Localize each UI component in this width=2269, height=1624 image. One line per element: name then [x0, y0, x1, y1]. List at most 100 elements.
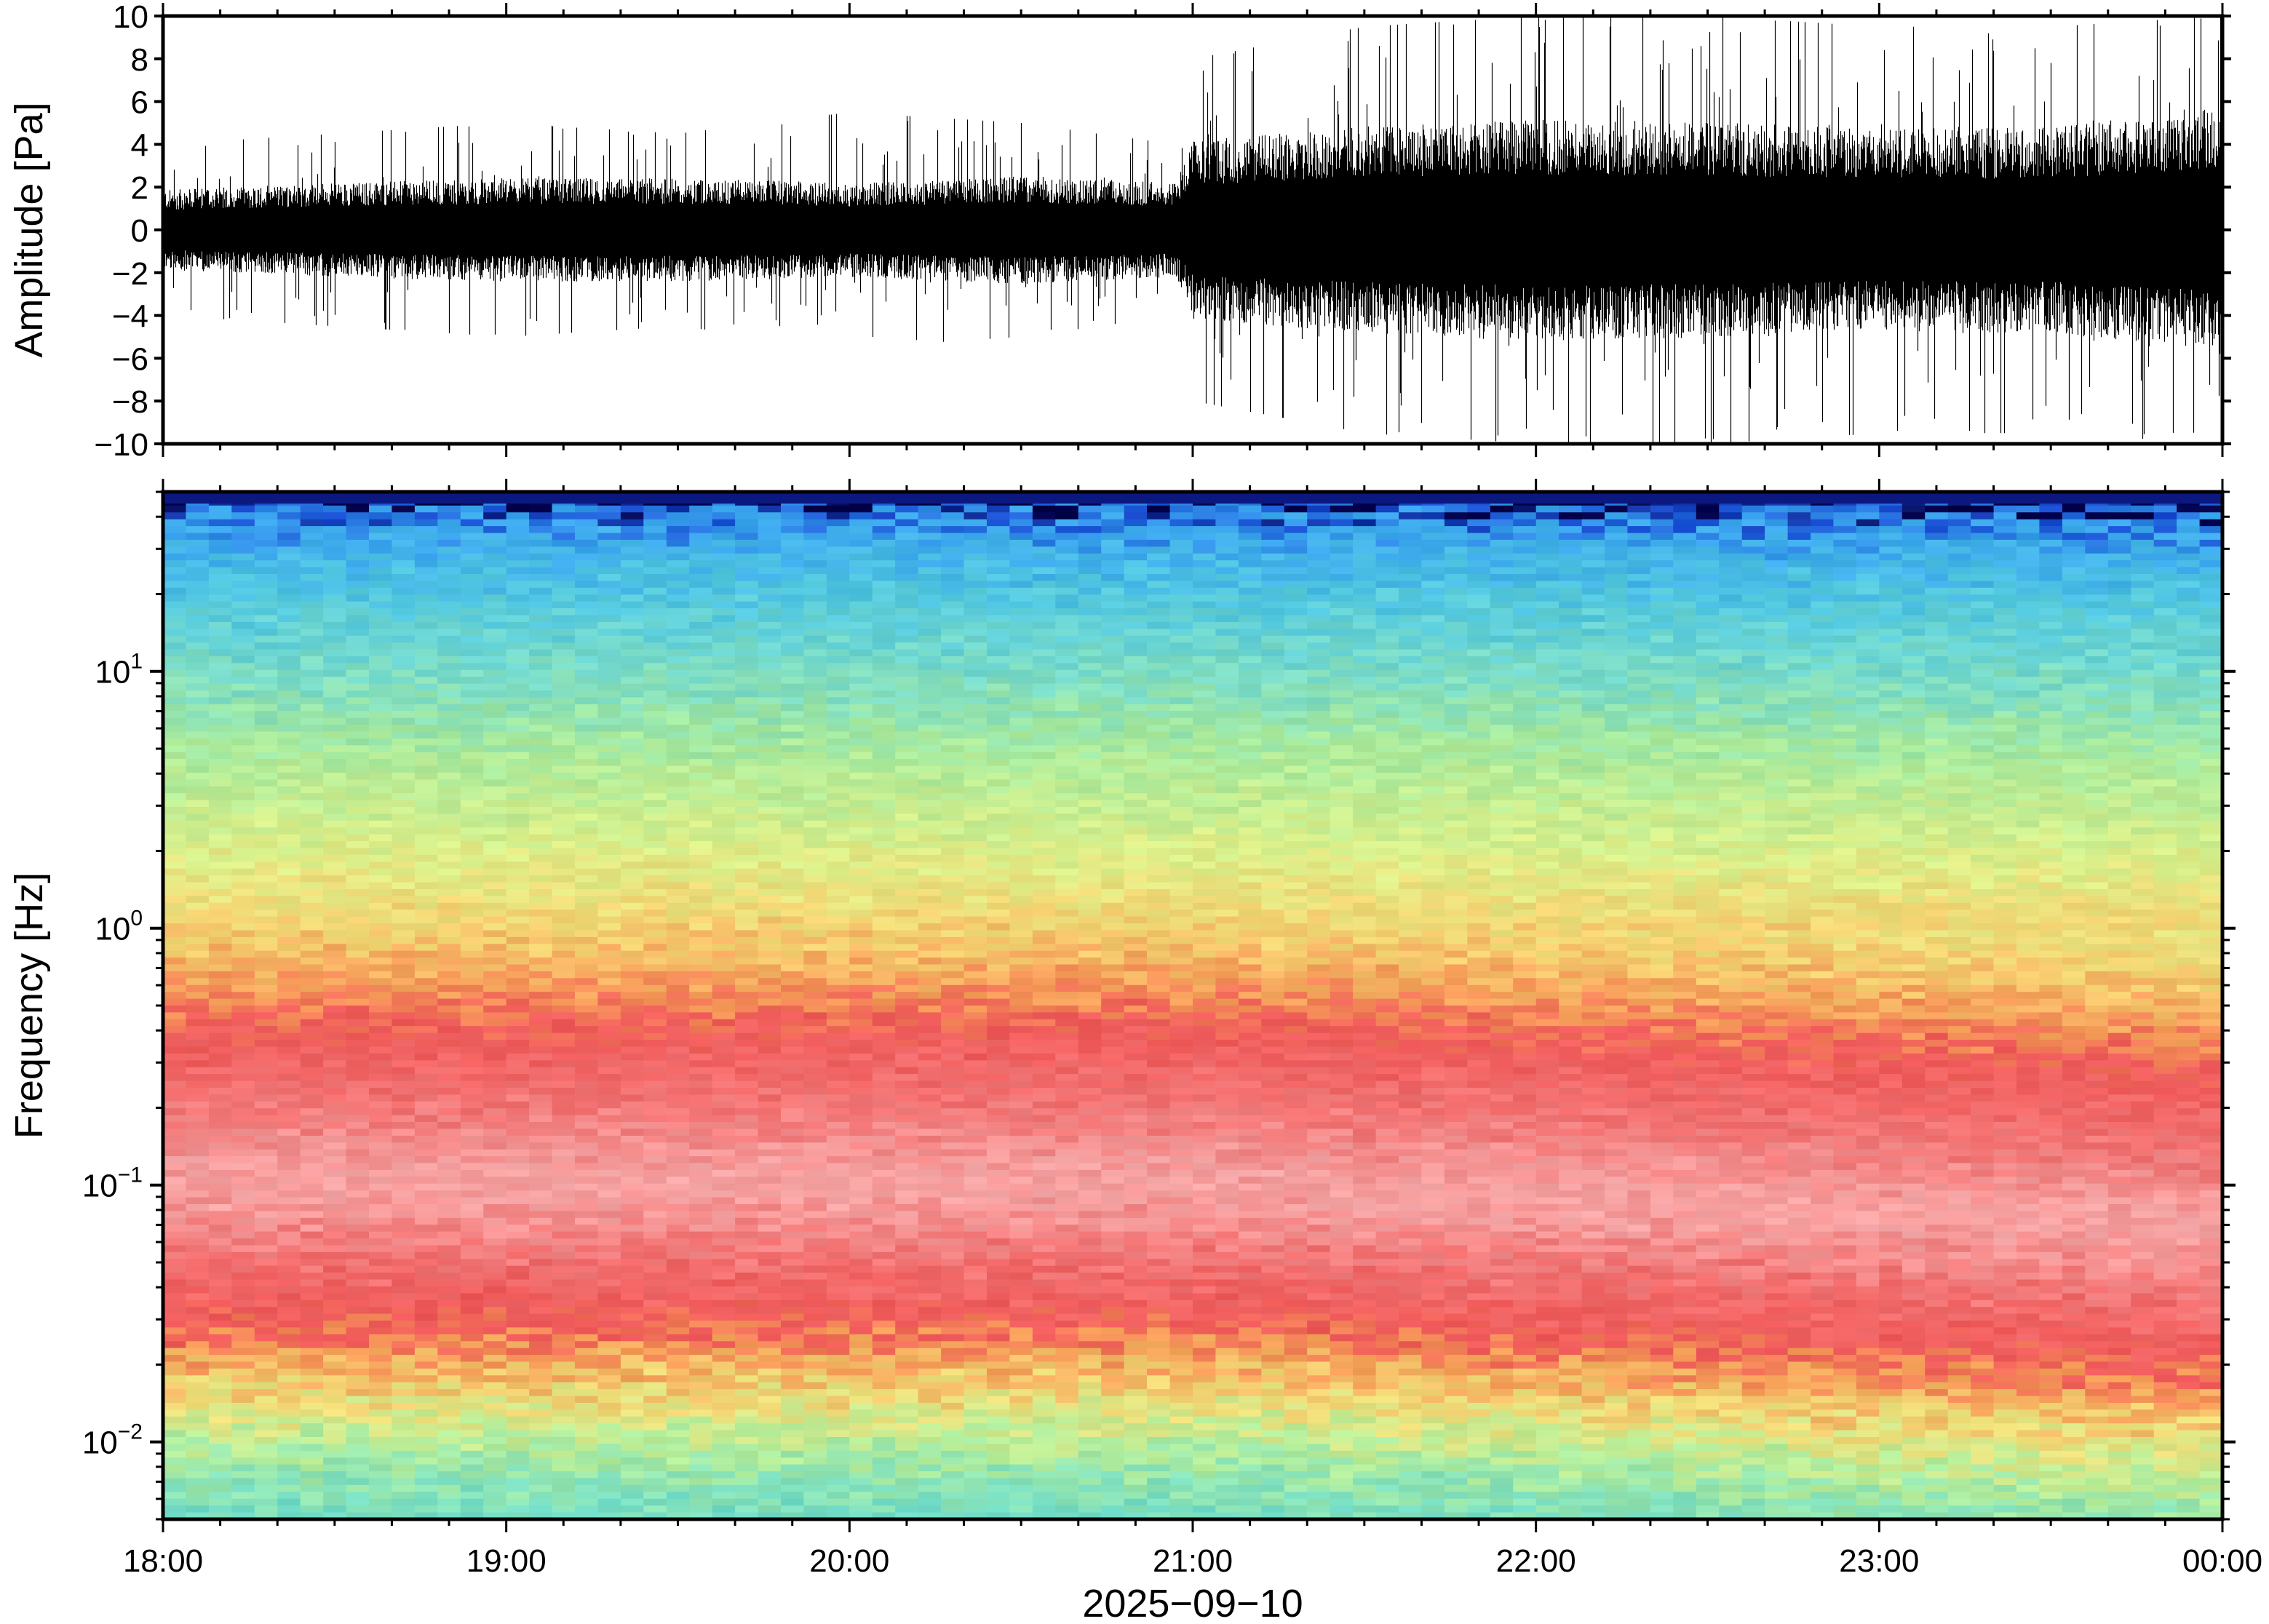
spectrogram-cell: [849, 800, 873, 808]
spectrogram-cell: [620, 1512, 644, 1519]
spectrogram-cell: [414, 759, 438, 767]
spectrogram-cell: [460, 1368, 484, 1376]
spectrogram-cell: [254, 1115, 278, 1123]
spectrogram-cell: [392, 1088, 416, 1095]
spectrogram-cell: [163, 1409, 186, 1417]
spectrogram-cell: [186, 1307, 210, 1315]
spectrogram-cell: [643, 1101, 667, 1109]
spectrogram-cell: [712, 1355, 736, 1363]
spectrogram-cell: [323, 964, 347, 972]
spectrogram-cell: [506, 1006, 530, 1013]
spectrogram-cell: [826, 936, 850, 944]
spectrogram-cell: [575, 1457, 598, 1465]
spectrogram-cell: [552, 1149, 576, 1157]
spectrogram-cell: [277, 984, 301, 992]
spectrogram-cell: [597, 916, 621, 924]
spectrogram-cell: [689, 587, 713, 595]
spectrogram-cell: [849, 1032, 873, 1040]
spectrogram-cell: [186, 683, 210, 691]
spectrogram-cell: [735, 711, 759, 719]
spectrogram-cell: [872, 1053, 896, 1061]
spectrogram-cell: [643, 1293, 667, 1301]
spectrogram-cell: [552, 711, 576, 719]
spectrogram-cell: [323, 1471, 347, 1479]
spectrogram-cell: [895, 958, 919, 966]
spectrogram-cell: [231, 930, 255, 938]
spectrogram-cell: [758, 587, 782, 595]
spectrogram-cell: [231, 841, 255, 849]
spectrogram-cell: [735, 1457, 759, 1465]
spectrogram-cell: [666, 944, 690, 952]
spectrogram-cell: [620, 1416, 644, 1424]
spectrogram-cell: [643, 854, 667, 862]
spectrogram-cell: [460, 731, 484, 739]
spectrogram-cell: [483, 978, 507, 986]
spectrogram-cell: [643, 958, 667, 966]
spectrogram-cell: [666, 512, 690, 520]
spectrogram-cell: [666, 1273, 690, 1281]
spectrogram-cell: [254, 930, 278, 938]
spectrogram-cell: [781, 505, 804, 513]
spectrogram-cell: [575, 704, 598, 712]
spectrogram-cell: [231, 1375, 255, 1383]
spectrogram-cell: [826, 1135, 850, 1143]
spectrogram-cell: [620, 649, 644, 657]
spectrogram-cell: [483, 1279, 507, 1287]
spectrogram-cell: [826, 1142, 850, 1150]
spectrogram-cell: [369, 1389, 392, 1397]
spectrogram-cell: [208, 560, 232, 568]
spectrogram-cell: [414, 882, 438, 890]
spectrogram-cell: [231, 1108, 255, 1116]
spectrogram-cell: [620, 731, 644, 739]
spectrogram-cell: [826, 1197, 850, 1205]
spectrogram-cell: [208, 601, 232, 609]
spectrogram-cell: [437, 958, 461, 966]
spectrogram-cell: [163, 1149, 186, 1157]
spectrogram-cell: [597, 1046, 621, 1054]
spectrogram-cell: [277, 615, 301, 623]
spectrogram-cell: [597, 601, 621, 609]
spectrogram-cell: [643, 1307, 667, 1315]
spectrogram-cell: [689, 1368, 713, 1376]
spectrogram-cell: [575, 971, 598, 979]
spectrogram-cell: [460, 992, 484, 1000]
spectrogram-cell: [414, 861, 438, 869]
spectrogram-cell: [597, 793, 621, 801]
spectrogram-cell: [895, 505, 919, 513]
spectrogram-cell: [552, 827, 576, 835]
spectrogram-cell: [369, 861, 392, 869]
spectrogram-cell: [277, 1142, 301, 1150]
spectrogram-cell: [735, 1026, 759, 1034]
spectrogram-cell: [849, 1135, 873, 1143]
spectrogram-cell: [849, 1190, 873, 1198]
spectrogram-cell: [575, 984, 598, 992]
spectrogram-cell: [712, 669, 736, 677]
spectrogram-cell: [506, 731, 530, 739]
spectrogram-cell: [414, 1484, 438, 1492]
spectrogram-cell: [529, 1197, 553, 1205]
spectrogram-cell: [666, 984, 690, 992]
spectrogram-cell: [803, 677, 827, 685]
spectrogram-cell: [689, 793, 713, 801]
spectrogram-cell: [346, 820, 370, 828]
spectrogram-cell: [323, 1334, 347, 1342]
spectrogram-cell: [277, 1265, 301, 1273]
spectrogram-cell: [643, 690, 667, 698]
spectrogram-cell: [506, 629, 530, 637]
spectrogram-cell: [231, 1450, 255, 1458]
spectrogram-cell: [735, 1211, 759, 1219]
spectrogram-cell: [506, 1225, 530, 1233]
spectrogram-cell: [437, 711, 461, 719]
spectrogram-cell: [552, 984, 576, 992]
waveform-y-tick-label: 6: [131, 85, 148, 121]
spectrogram-cell: [666, 1190, 690, 1198]
spectrogram-cell: [323, 1238, 347, 1246]
spectrogram-cell: [597, 1251, 621, 1259]
spectrogram-cell: [643, 635, 667, 643]
spectrogram-cell: [346, 642, 370, 650]
spectrogram-cell: [346, 1225, 370, 1233]
spectrogram-cell: [826, 1046, 850, 1054]
spectrogram-cell: [529, 512, 553, 520]
spectrogram-cell: [849, 642, 873, 650]
spectrogram-cell: [552, 1122, 576, 1129]
